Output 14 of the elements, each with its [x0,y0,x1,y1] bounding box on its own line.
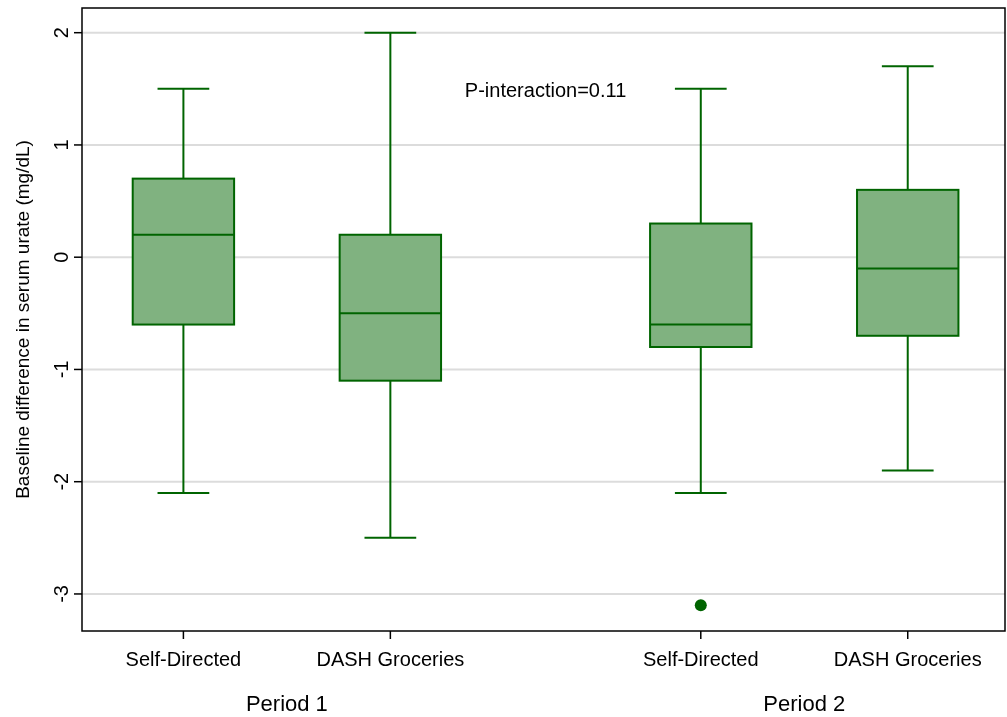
annotation: P-interaction=0.11 [464,78,627,101]
y-tick-label: -1 [50,360,72,379]
x-tick-label: DASH Groceries [316,648,465,670]
text: Period 2 [763,691,846,716]
y-tick-label: -3 [50,585,72,603]
y-tick-label: 2 [50,27,72,39]
x-tick-label: Self-Directed [125,648,242,670]
y-axis-title: Baseline difference in serum urate (mg/dL) [12,140,33,499]
x-tick-label: Self-Directed [642,648,759,670]
y-tick-label: 1 [50,139,72,151]
y-tick-label: 0 [50,251,72,263]
y-tick-label: -2 [50,472,72,491]
text: Period 1 [245,691,328,716]
x-tick-label: DASH Groceries [833,648,982,670]
